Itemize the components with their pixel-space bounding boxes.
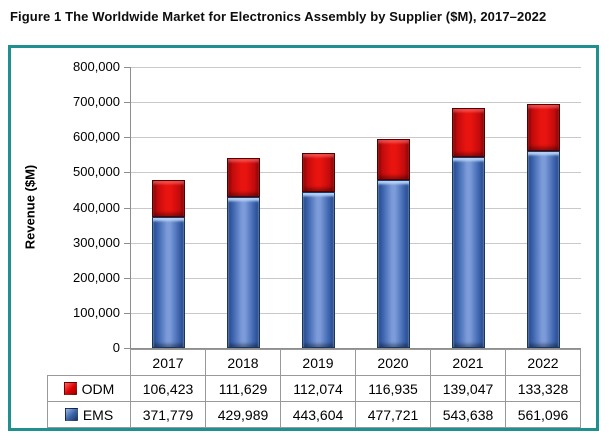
bar-segment-ems-2020	[377, 180, 410, 348]
bar-segment-odm-2017	[152, 180, 185, 218]
gridline	[131, 172, 581, 173]
y-tick-mark	[124, 102, 131, 103]
bar-2018	[227, 157, 260, 348]
bar-2021	[452, 108, 485, 348]
bar-segment-odm-2022	[527, 104, 560, 151]
y-tick-label: 600,000	[73, 129, 120, 144]
gridline	[131, 102, 581, 103]
figure-title: Figure 1 The Worldwide Market for Electr…	[10, 9, 547, 24]
y-tick-label: 200,000	[73, 270, 120, 285]
year-cell: 2022	[505, 349, 581, 376]
value-cell-ems: 443,604	[280, 401, 356, 428]
bar-2020	[377, 139, 410, 348]
year-cell: 2019	[280, 349, 356, 376]
y-tick-mark	[124, 172, 131, 173]
y-tick-label: 400,000	[73, 200, 120, 215]
value-cell-ems: 561,096	[505, 401, 581, 428]
y-tick-label: 800,000	[73, 59, 120, 74]
bar-segment-ems-2019	[302, 192, 335, 348]
y-tick-mark	[124, 243, 131, 244]
y-tick-mark	[124, 137, 131, 138]
legend-cell-ems: EMS	[47, 401, 131, 428]
bar-segment-ems-2017	[152, 217, 185, 348]
gridline	[131, 137, 581, 138]
y-tick-mark	[124, 348, 131, 349]
year-cell: 2021	[430, 349, 506, 376]
series-label-odm: ODM	[81, 380, 115, 397]
plot-area: 800,000 700,000 600,000 500,000 400,000 300,0…	[73, 59, 581, 355]
value-cell-odm: 139,047	[430, 375, 506, 402]
y-tick-mark	[124, 278, 131, 279]
year-cell: 2017	[130, 349, 206, 376]
value-cell-odm: 116,935	[355, 375, 431, 402]
y-tick-mark	[124, 67, 131, 68]
y-tick-mark	[124, 208, 131, 209]
bar-segment-odm-2020	[377, 139, 410, 181]
bar-2017	[152, 180, 185, 348]
bar-2019	[302, 152, 335, 348]
legend-cell-odm: ODM	[47, 375, 131, 402]
y-tick-label: 100,000	[73, 305, 120, 320]
bar-segment-ems-2018	[227, 196, 260, 348]
value-cell-ems: 477,721	[355, 401, 431, 428]
bar-2022	[527, 104, 560, 348]
value-cell-ems: 429,989	[205, 401, 281, 428]
value-cell-odm: 111,629	[205, 375, 281, 402]
red-square-icon	[63, 381, 77, 395]
bar-segment-odm-2019	[302, 152, 335, 193]
value-cell-odm: 133,328	[505, 375, 581, 402]
data-table: 2017 2018 2019 2020 2021 2022 ODM 106,423 111,62…	[47, 349, 581, 428]
table-corner-blank	[48, 350, 131, 376]
value-cell-odm: 106,423	[130, 375, 206, 402]
value-cell-ems: 371,779	[130, 401, 206, 428]
blue-square-icon	[64, 407, 78, 421]
y-tick-label: 700,000	[73, 94, 120, 109]
value-cell-ems: 543,638	[430, 401, 506, 428]
series-label-ems: EMS	[82, 406, 114, 423]
table-row-odm: ODM 106,423 111,629 112,074 116,935 139,047 13…	[47, 375, 581, 402]
gridline	[131, 243, 581, 244]
y-tick-label: 0	[112, 340, 120, 355]
table-body: 2017 2018 2019 2020 2021 2022 ODM 106,423 111,62…	[47, 349, 581, 428]
bar-segment-odm-2021	[452, 108, 485, 158]
value-cell-odm: 112,074	[280, 375, 356, 402]
gridline	[131, 313, 581, 314]
y-tick-mark	[124, 313, 131, 314]
table-row-ems: EMS 371,779 429,989 443,604 477,721 543,638 56…	[47, 401, 581, 428]
gridline	[131, 278, 581, 279]
table-year-row: 2017 2018 2019 2020 2021 2022	[48, 349, 581, 376]
bar-segment-odm-2018	[227, 157, 260, 197]
year-cell: 2020	[355, 349, 431, 376]
year-cell: 2018	[205, 349, 281, 376]
gridline	[131, 208, 581, 209]
y-tick-label: 300,000	[73, 235, 120, 250]
gridline	[131, 67, 581, 68]
bar-segment-ems-2022	[527, 150, 560, 348]
x-axis-line	[131, 348, 581, 349]
y-tick-label: 500,000	[73, 164, 120, 179]
chart-frame: Revenue ($M) 800,000 700,000 600,000 500,00…	[8, 45, 599, 431]
bar-segment-ems-2021	[452, 157, 485, 348]
